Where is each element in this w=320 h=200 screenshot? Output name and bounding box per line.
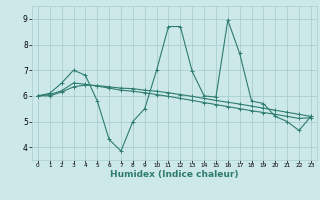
X-axis label: Humidex (Indice chaleur): Humidex (Indice chaleur): [110, 170, 239, 179]
